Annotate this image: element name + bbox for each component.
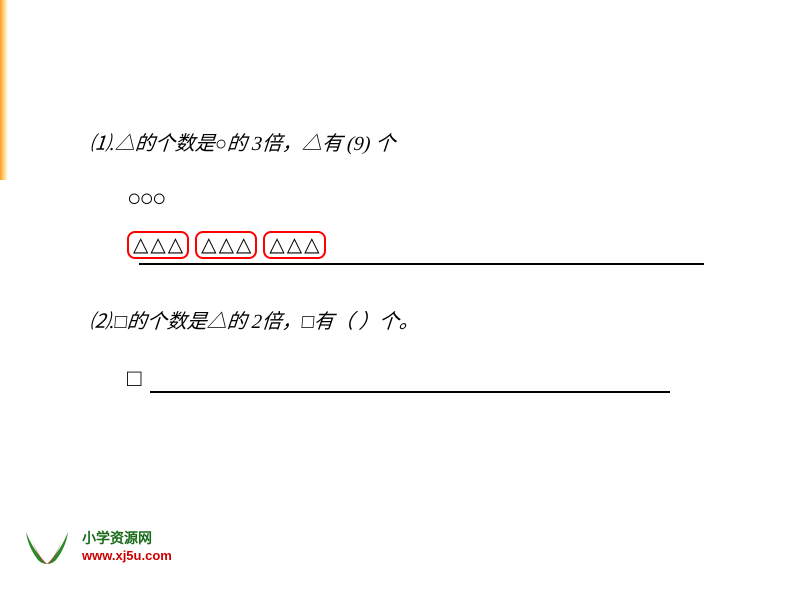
answer-line-1 bbox=[139, 263, 704, 265]
triangle-icon: △ bbox=[133, 235, 148, 255]
q2-text1: □的个数是△的 bbox=[114, 311, 248, 333]
triangle-icon: △ bbox=[236, 235, 251, 255]
triangle-icon: △ bbox=[168, 235, 183, 255]
logo-url: www.xj5u.com bbox=[82, 548, 172, 565]
logo-area: 小学资源网 www.xj5u.com bbox=[20, 522, 172, 572]
edge-decoration bbox=[0, 0, 8, 180]
logo-text: 小学资源网 www.xj5u.com bbox=[82, 529, 172, 564]
triangle-icon: △ bbox=[269, 235, 284, 255]
triangle-group-3: △ △ △ bbox=[263, 231, 325, 259]
q2-text3: □有（ bbox=[301, 311, 355, 333]
q1-text2: 倍， bbox=[261, 133, 303, 155]
triangle-icon: △ bbox=[287, 235, 302, 255]
logo-name: 小学资源网 bbox=[82, 529, 172, 547]
circles-row: ○○○ bbox=[127, 186, 735, 213]
triangle-group-1: △ △ △ bbox=[127, 231, 189, 259]
q1-number: ⑴. bbox=[89, 133, 116, 155]
triangle-icon: △ bbox=[150, 235, 165, 255]
triangles-container: △ △ △ △ △ △ △ △ △ bbox=[127, 231, 735, 259]
q2-text2: 倍， bbox=[261, 311, 303, 333]
circles: ○○○ bbox=[127, 186, 165, 212]
q2-text4: ）个。 bbox=[358, 311, 420, 333]
squares-row: □ bbox=[127, 366, 735, 393]
triangle-icon: △ bbox=[201, 235, 216, 255]
q2-number: ⑵. bbox=[89, 311, 116, 333]
q1-answer: (9) bbox=[346, 133, 371, 155]
main-content: ⑴.△的个数是○的 3倍，△有 (9) 个 ○○○ △ △ △ △ △ △ △ … bbox=[85, 130, 735, 393]
triangle-icon: △ bbox=[304, 235, 319, 255]
triangle-group-2: △ △ △ bbox=[195, 231, 257, 259]
logo-icon bbox=[20, 522, 74, 572]
q1-text3: △有 bbox=[301, 133, 343, 155]
q1-text4: 个 bbox=[374, 133, 396, 155]
q1-text1: △的个数是○的 bbox=[114, 133, 248, 155]
triangle-icon: △ bbox=[219, 235, 234, 255]
question-1-text: ⑴.△的个数是○的 3倍，△有 (9) 个 bbox=[90, 130, 735, 158]
question-2-text: ⑵.□的个数是△的 2倍，□有（ ）个。 bbox=[90, 305, 735, 334]
answer-line-2 bbox=[150, 391, 670, 393]
square-icon: □ bbox=[127, 366, 142, 393]
